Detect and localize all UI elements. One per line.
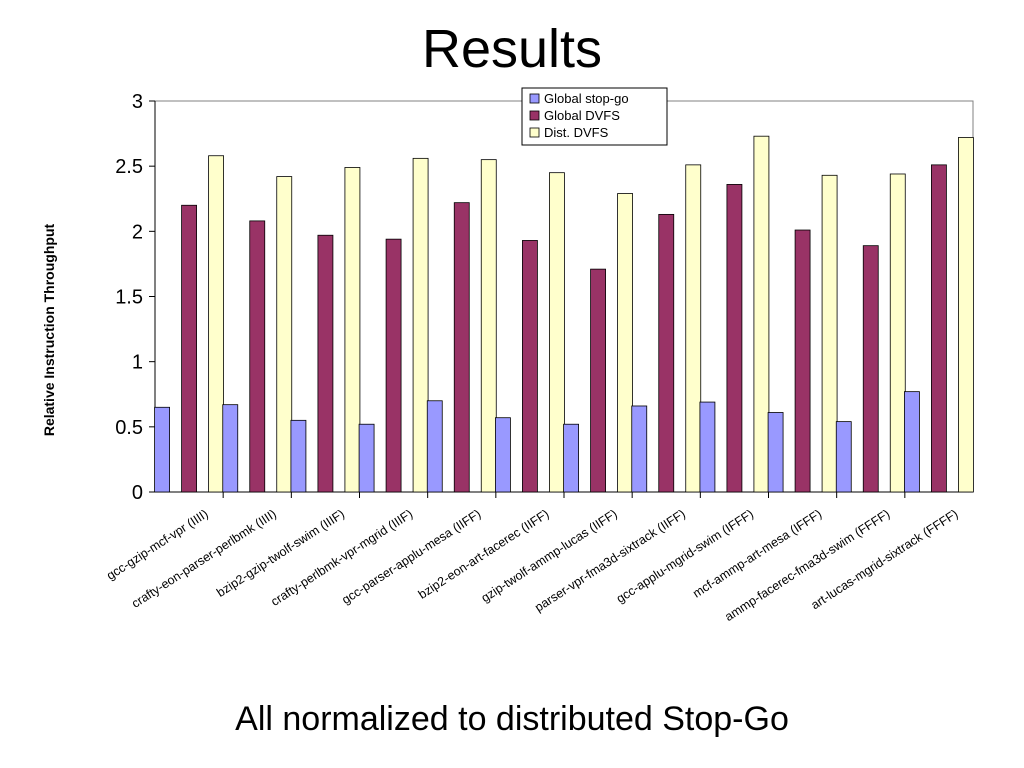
bar-dist-dvfs: [549, 172, 565, 493]
x-category-label: gcc-applu-mgrid-swim (IFFF): [614, 507, 756, 606]
bar-dist-dvfs: [344, 167, 361, 493]
y-tick-label: 0.5: [115, 417, 143, 439]
bar-global-dvfs: [249, 220, 266, 493]
bar-global-dvfs: [181, 204, 197, 493]
y-tick-label: 2: [132, 221, 143, 243]
bar-global-dvfs: [931, 164, 947, 493]
legend-swatch: [529, 93, 540, 104]
x-category-label: mcf-ammp-art-mesa (IFFF): [690, 507, 824, 601]
bar-global-dvfs: [385, 238, 402, 493]
slide-caption: All normalized to distributed Stop-Go: [235, 700, 789, 738]
bar-global-stop-go: [835, 421, 852, 493]
bar-global-dvfs: [522, 240, 538, 493]
bar-global-stop-go: [767, 412, 784, 493]
bar-global-stop-go: [358, 423, 375, 493]
y-tick-label: 2.5: [115, 156, 143, 178]
legend-label: Global stop-go: [544, 91, 629, 106]
y-tick-label: 1.5: [115, 287, 143, 309]
bar-dist-dvfs: [753, 135, 770, 493]
bar-dist-dvfs: [889, 173, 906, 493]
bar-global-dvfs: [658, 213, 675, 493]
bar-dist-dvfs: [617, 193, 633, 493]
x-category-label: gzip-twolf-ammp-lucas (IIFF): [479, 507, 620, 605]
bar-global-dvfs: [590, 268, 606, 493]
bar-dist-dvfs: [208, 155, 224, 493]
bar-global-stop-go: [563, 423, 579, 493]
bar-dist-dvfs: [821, 174, 838, 493]
x-category-label: bzip2-eon-art-facerec (IIFF): [416, 507, 552, 602]
x-category-label: gcc-parser-applu-mesa (IIFF): [339, 507, 483, 607]
bar-global-stop-go: [290, 419, 307, 493]
bar-dist-dvfs: [480, 159, 497, 493]
legend-swatch: [529, 110, 540, 121]
bar-global-dvfs: [726, 184, 743, 493]
bar-dist-dvfs: [412, 157, 429, 493]
slide-title: Results: [421, 19, 603, 79]
bar-global-stop-go: [222, 404, 239, 493]
legend-label: Dist. DVFS: [544, 125, 609, 140]
bar-global-stop-go: [154, 406, 170, 493]
bar-global-stop-go: [904, 391, 920, 493]
legend: Global stop-go Global DVFS Dist. DVFS: [521, 87, 668, 146]
bar-global-dvfs: [453, 202, 470, 493]
y-tick-label: 0: [132, 482, 143, 504]
y-axis-label: Relative Instruction Throughput: [41, 224, 57, 437]
y-tick-label: 3: [132, 91, 143, 113]
bar-dist-dvfs: [685, 164, 702, 493]
bar-dist-dvfs: [276, 176, 293, 493]
legend-swatch: [529, 127, 540, 138]
bar-global-dvfs: [317, 234, 334, 493]
bar-global-stop-go: [495, 417, 511, 493]
bar-global-stop-go: [631, 405, 648, 493]
bar-global-dvfs: [862, 245, 879, 493]
legend-box: [521, 87, 668, 146]
bar-global-stop-go: [426, 400, 443, 493]
legend-label: Global DVFS: [544, 108, 620, 123]
bar-global-dvfs: [794, 229, 811, 493]
bar-global-stop-go: [699, 401, 716, 493]
bar-dist-dvfs: [958, 137, 974, 493]
x-category-label: bzip2-gzip-twolf-swim (IIIF): [214, 507, 347, 600]
y-tick-label: 1: [132, 352, 143, 374]
